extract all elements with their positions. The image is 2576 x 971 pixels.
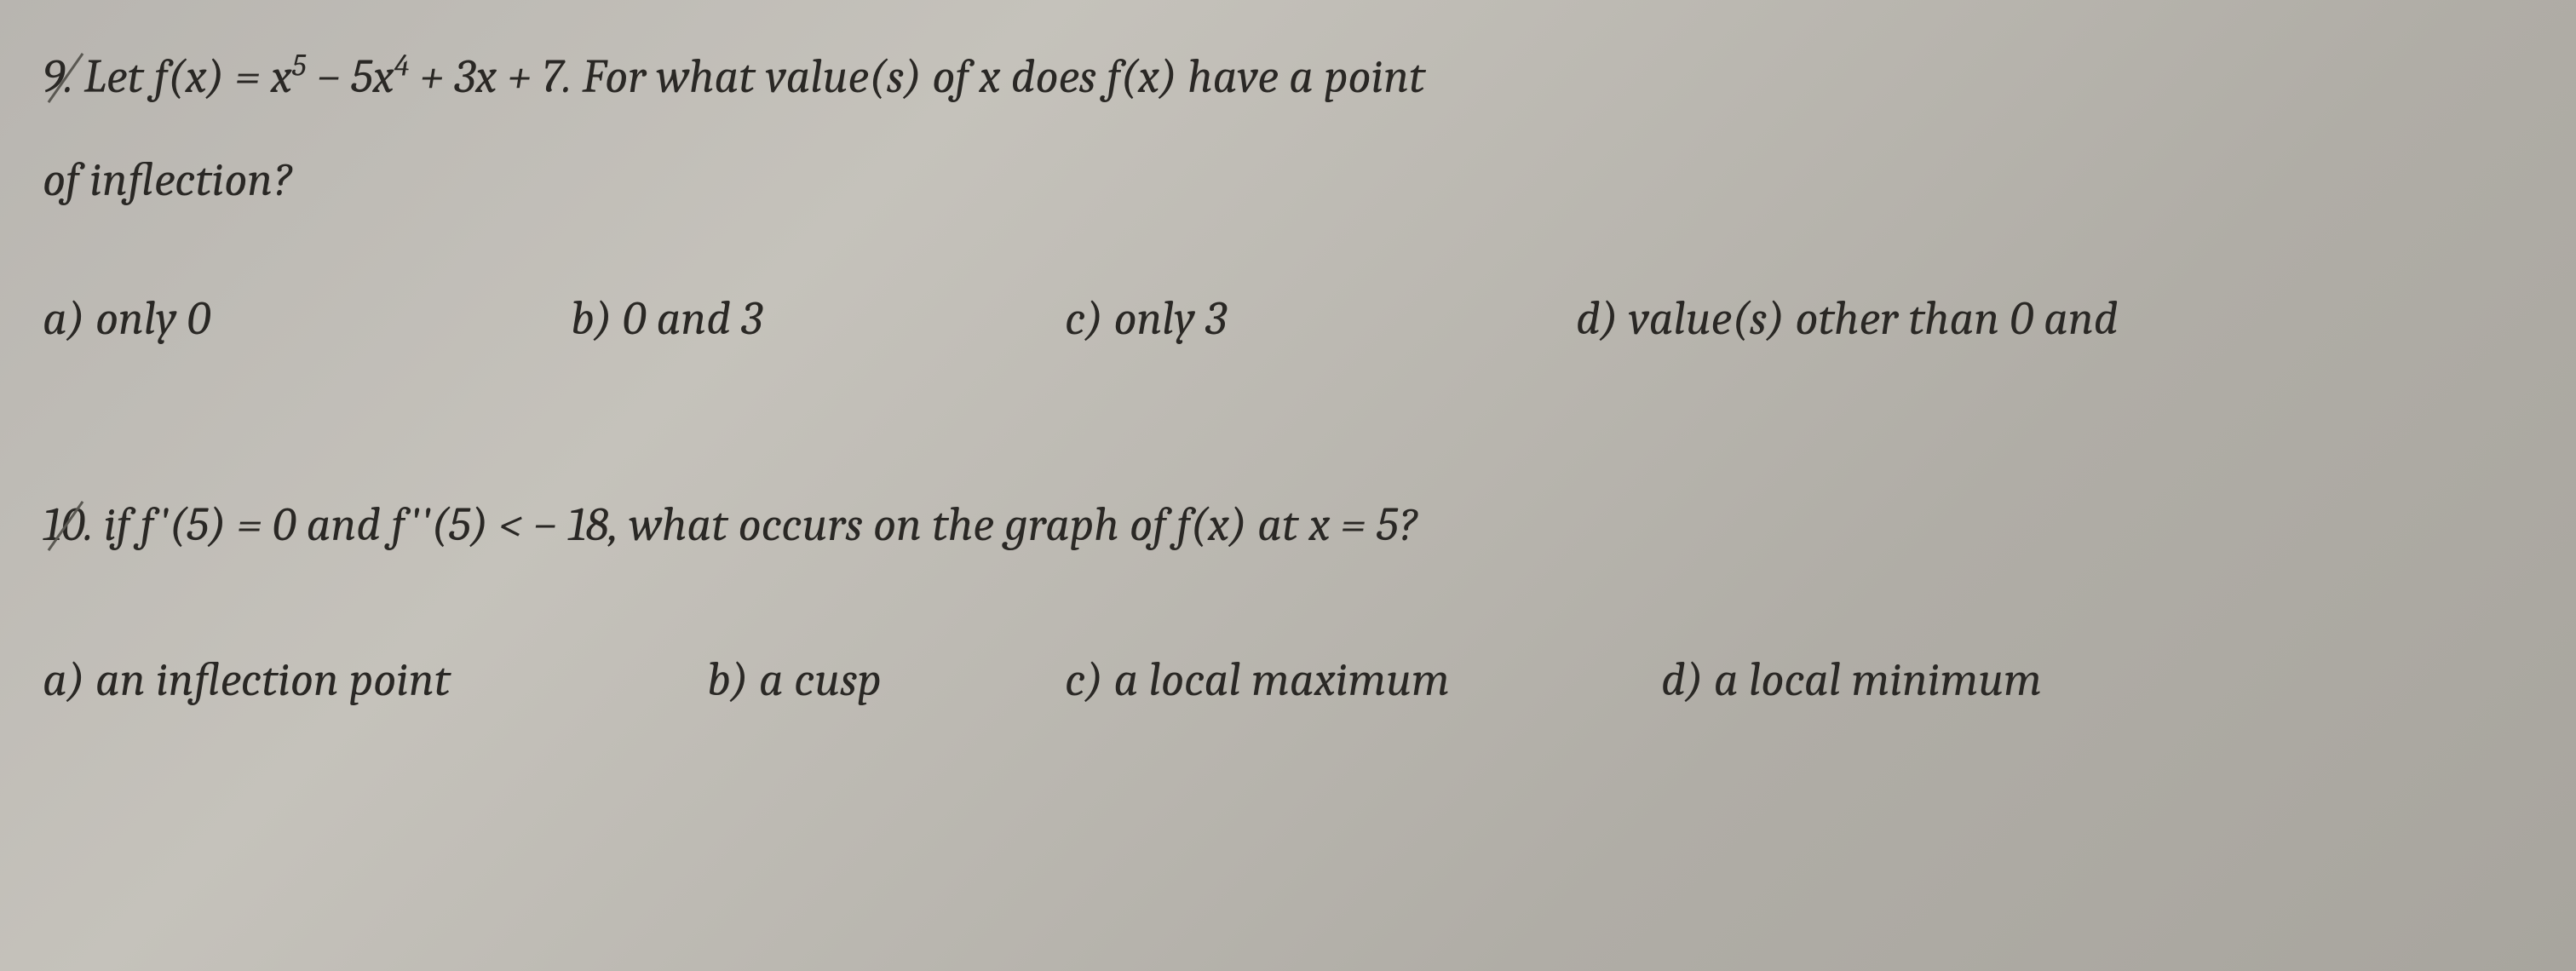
question-10-number: 10. [43, 482, 94, 568]
question-9-line1: 9. Let f(x) = x5 − 5x4 + 3x + 7. For wha… [43, 34, 2533, 120]
q9-option-d: d) value(s) other than 0 and [1576, 291, 2533, 346]
question-9-sup2: 4 [394, 48, 409, 83]
q9-option-c: c) only 3 [1065, 291, 1576, 346]
question-9-sup1: 5 [292, 48, 307, 83]
question-9-number: 9. [43, 34, 73, 120]
question-10-text: if f'(5) = 0 and f''(5) < − 18, what occ… [104, 497, 1417, 552]
q10-option-a: a) an inflection point [43, 652, 707, 707]
question-9-options: a) only 0 b) 0 and 3 c) only 3 d) value(… [43, 291, 2533, 346]
q10-option-b: b) a cusp [707, 652, 1065, 707]
question-9-text-1: Let f(x) = x [84, 49, 292, 104]
q9-option-a: a) only 0 [43, 291, 571, 346]
q10-option-d: d) a local minimum [1661, 652, 2533, 707]
question-10-options: a) an inflection point b) a cusp c) a lo… [43, 652, 2533, 707]
q10-option-c: c) a local maximum [1065, 652, 1661, 707]
question-9-line2: of inflection? [43, 137, 2533, 223]
question-9-text-3: + 3x + 7. For what value(s) of x does f(… [409, 49, 1425, 104]
question-10-line1: 10. if f'(5) = 0 and f''(5) < − 18, what… [43, 482, 2533, 568]
question-9-text-2: − 5x [306, 49, 394, 104]
q9-option-b: b) 0 and 3 [571, 291, 1065, 346]
